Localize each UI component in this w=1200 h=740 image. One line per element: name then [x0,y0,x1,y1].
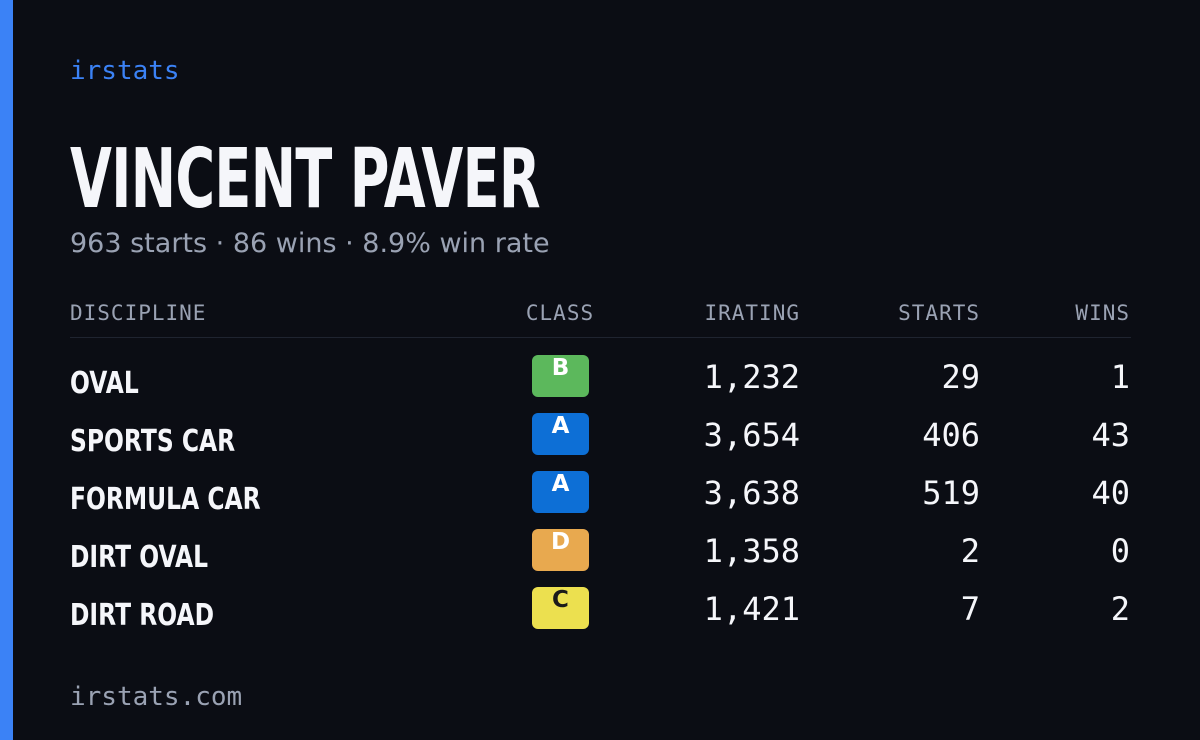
column-header: WINS [1075,301,1130,325]
accent-stripe [0,0,13,740]
column-header: CLASS [525,301,595,325]
driver-name: VINCENT PAVER [70,132,541,227]
summary: 963 starts · 86 wins · 8.9% win rate [70,228,550,259]
irating: 1,358 [703,532,800,570]
wins: 43 [1091,416,1130,454]
footer-url: irstats.com [70,682,243,712]
class-badge: C [532,587,589,629]
discipline: OVAL [70,366,139,401]
irating: 3,654 [703,416,800,454]
starts: 2 [960,532,980,570]
starts: 29 [941,358,980,396]
class-badge: D [532,529,589,571]
wins: 40 [1091,474,1130,512]
irating: 1,232 [703,358,800,396]
column-header: STARTS [898,301,980,325]
wins: 0 [1110,532,1130,570]
class-badge: A [532,413,589,455]
irating: 1,421 [703,590,800,628]
starts: 406 [922,416,980,454]
discipline: SPORTS CAR [70,424,236,459]
discipline: DIRT ROAD [70,598,215,633]
brand: irstats [70,56,180,86]
discipline: DIRT OVAL [70,540,209,575]
column-header: IRATING [704,301,800,325]
wins: 2 [1110,590,1130,628]
header-rule [70,337,1131,338]
starts: 519 [922,474,980,512]
wins: 1 [1110,358,1130,396]
discipline: FORMULA CAR [70,482,261,517]
column-header: DISCIPLINE [70,301,207,325]
starts: 7 [960,590,980,628]
class-badge: B [532,355,589,397]
class-badge: A [532,471,589,513]
irating: 3,638 [703,474,800,512]
